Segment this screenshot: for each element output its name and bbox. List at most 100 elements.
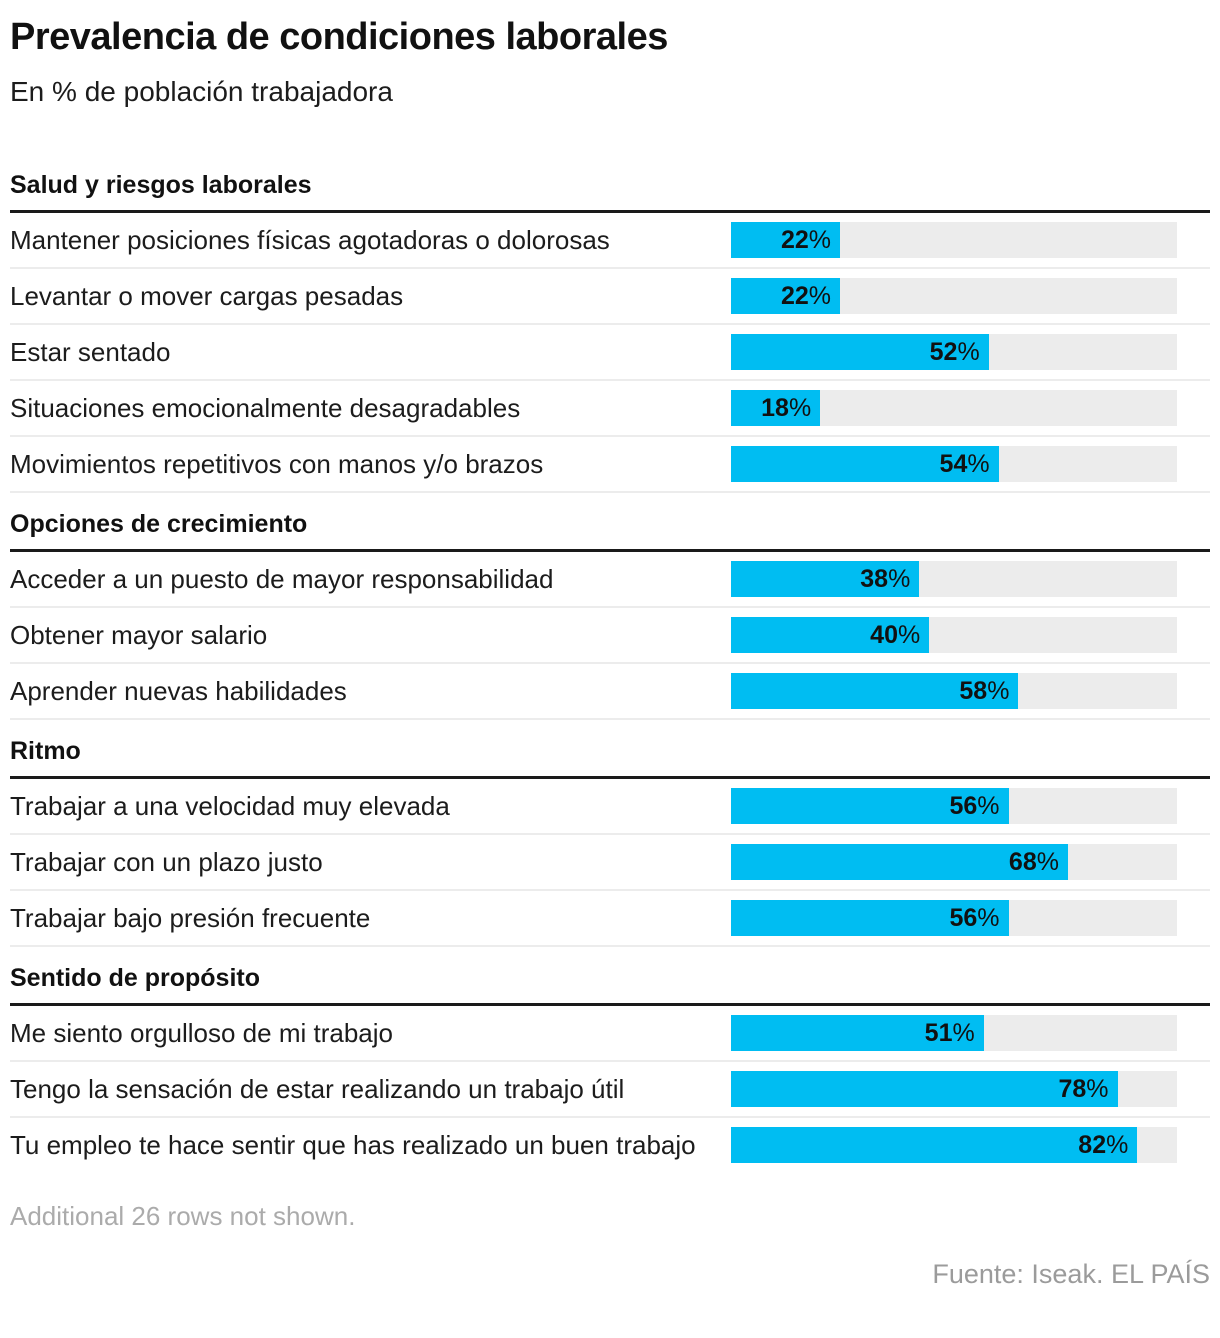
percent-sign: % [952,1018,975,1047]
bar-value-number: 22 [780,225,809,254]
bar-value-number: 40 [870,620,898,649]
chart-row: Movimientos repetitivos con manos y/o br… [10,437,1210,493]
percent-sign: % [1106,1130,1129,1159]
percent-sign: % [788,393,812,422]
bar-value: 18% [761,394,811,423]
bar-track: 51% [731,1015,1177,1051]
row-label: Me siento orgulloso de mi trabajo [10,1018,393,1048]
percent-sign: % [967,449,990,478]
bar-value: 56% [949,792,999,821]
row-label: Situaciones emocionalmente desagradables [10,393,521,423]
row-label: Levantar o mover cargas pesadas [10,281,404,311]
chart-section: Salud y riesgos laborales Mantener posic… [10,170,1210,493]
bar-track: 82% [731,1127,1177,1163]
chart-row: Trabajar a una velocidad muy elevada 56% [10,779,1210,835]
row-label: Mantener posiciones físicas agotadoras o… [10,225,610,255]
bar-value: 54% [940,450,990,479]
bar-value-number: 56 [949,791,978,820]
chart-row: Acceder a un puesto de mayor responsabil… [10,552,1210,608]
row-label: Aprender nuevas habilidades [10,676,347,706]
bar-value-number: 22 [780,281,809,310]
chart-section: Opciones de crecimiento Acceder a un pue… [10,509,1210,720]
percent-sign: % [1086,1074,1109,1103]
chart-row: Mantener posiciones físicas agotadoras o… [10,213,1210,269]
bar-fill: 22% [731,278,841,314]
percent-sign: % [957,337,980,366]
bar-track: 22% [731,222,1177,258]
chart-row: Obtener mayor salario 40% [10,608,1210,664]
bar-track: 56% [731,788,1177,824]
bar-value-number: 82 [1078,1130,1107,1159]
row-label: Estar sentado [10,337,171,367]
section-header: Ritmo [10,736,1210,779]
row-label: Tu empleo te hace sentir que has realiza… [10,1130,696,1160]
bar-value: 22% [781,226,831,255]
chart-row: Aprender nuevas habilidades 58% [10,664,1210,720]
page-title: Prevalencia de condiciones laborales [10,16,668,58]
section-rows: Mantener posiciones físicas agotadoras o… [10,213,1210,493]
percent-sign: % [888,564,911,593]
bar-track: 52% [731,334,1177,370]
bar-track: 54% [731,446,1177,482]
bar-value-number: 68 [1008,847,1037,876]
bar-value: 40% [870,621,920,650]
bar-value-number: 52 [929,337,958,366]
bar-value: 22% [781,282,831,311]
bar-fill: 38% [731,561,920,597]
row-label: Trabajar a una velocidad muy elevada [10,791,450,821]
bar-value: 78% [1058,1075,1108,1104]
bar-value-number: 56 [949,903,978,932]
section-header: Salud y riesgos laborales [10,170,1210,213]
bar-value: 82% [1078,1131,1128,1160]
bar-track: 56% [731,900,1177,936]
bar-fill: 22% [731,222,841,258]
bar-fill: 40% [731,617,930,653]
bar-value: 51% [925,1019,975,1048]
section-rows: Acceder a un puesto de mayor responsabil… [10,552,1210,720]
chart-section: Ritmo Trabajar a una velocidad muy eleva… [10,736,1210,947]
bar-fill: 82% [731,1127,1138,1163]
percent-sign: % [808,225,832,254]
row-label: Trabajar con un plazo justo [10,847,323,877]
bar-fill: 78% [731,1071,1118,1107]
bar-value-number: 78 [1058,1074,1087,1103]
bar-value-number: 54 [939,449,968,478]
percent-sign: % [987,676,1010,705]
rows-not-shown-note: Additional 26 rows not shown. [10,1201,356,1231]
bar-track: 18% [731,390,1177,426]
bar-value-number: 51 [924,1018,953,1047]
bar-value-number: 18 [761,393,789,422]
percent-sign: % [1036,847,1059,876]
bar-track: 40% [731,617,1177,653]
chart-row: Estar sentado 52% [10,325,1210,381]
row-label: Acceder a un puesto de mayor responsabil… [10,564,554,594]
bar-fill: 54% [731,446,999,482]
chart-row: Levantar o mover cargas pesadas 22% [10,269,1210,325]
bar-track: 58% [731,673,1177,709]
row-label: Obtener mayor salario [10,620,268,650]
bar-fill: 56% [731,900,1009,936]
bar-track: 22% [731,278,1177,314]
bar-track: 78% [731,1071,1177,1107]
chart-row: Tengo la sensación de estar realizando u… [10,1062,1210,1118]
bar-value-number: 58 [959,676,988,705]
row-label: Movimientos repetitivos con manos y/o br… [10,449,544,479]
source-credit: Fuente: Iseak. EL PAÍS [932,1259,1210,1289]
percent-sign: % [977,903,1000,932]
bar-fill: 18% [731,390,821,426]
bar-value: 68% [1009,848,1059,877]
bar-value: 56% [949,904,999,933]
section-header: Sentido de propósito [10,963,1210,1006]
bar-value: 52% [930,338,980,367]
section-rows: Trabajar a una velocidad muy elevada 56%… [10,779,1210,947]
chart-subtitle: En % de población trabajadora [10,76,393,107]
section-header: Opciones de crecimiento [10,509,1210,552]
percent-sign: % [977,791,1000,820]
chart-row: Trabajar bajo presión frecuente 56% [10,891,1210,947]
row-label: Tengo la sensación de estar realizando u… [10,1074,625,1104]
bar-value: 58% [959,677,1009,706]
bar-value: 38% [860,565,910,594]
chart-row: Situaciones emocionalmente desagradables… [10,381,1210,437]
chart-row: Tu empleo te hace sentir que has realiza… [10,1118,1210,1172]
section-rows: Me siento orgulloso de mi trabajo 51% Te… [10,1006,1210,1172]
